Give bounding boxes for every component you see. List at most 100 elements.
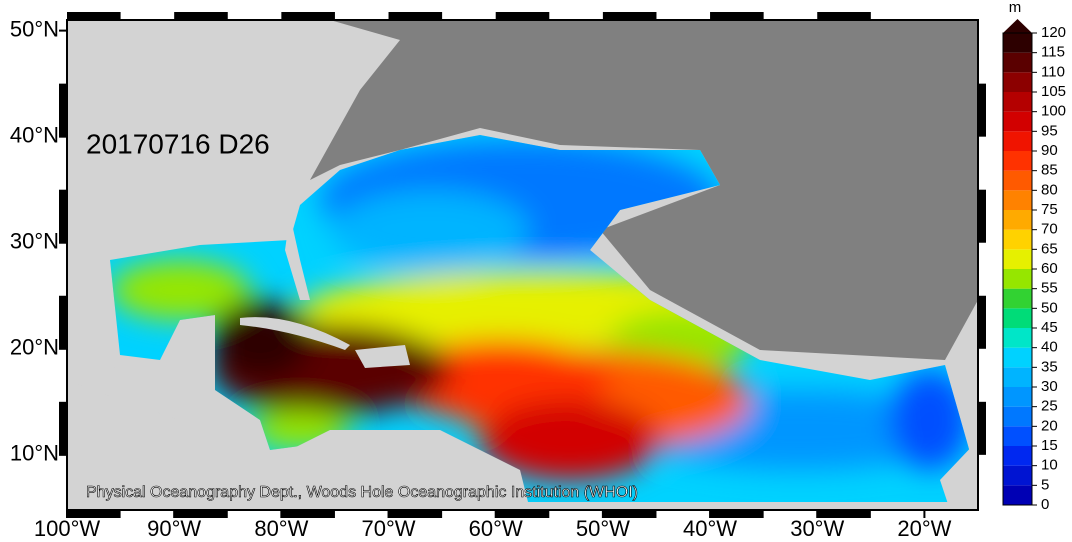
frame-block bbox=[388, 510, 443, 518]
frame-block bbox=[602, 510, 657, 518]
credit: Physical Oceanography Dept., Woods Hole … bbox=[86, 484, 638, 501]
frame-block bbox=[59, 401, 67, 455]
colorbar-segment bbox=[1003, 328, 1032, 348]
x-tick-label: 30°W bbox=[790, 516, 844, 541]
colorbar-tick-label: 30 bbox=[1041, 378, 1058, 395]
colorbar-arrow bbox=[1003, 19, 1032, 33]
colorbar-segment bbox=[1003, 485, 1032, 505]
colorbar-tick-label: 40 bbox=[1041, 339, 1058, 356]
map-area: 20170716 D26 Physical Oceanography Dept.… bbox=[67, 20, 978, 510]
colorbar-segment bbox=[1003, 229, 1032, 250]
colorbar-segment bbox=[1003, 190, 1032, 210]
cuba bbox=[240, 317, 350, 350]
colorbar-segment bbox=[1003, 465, 1032, 486]
colorbar-segment bbox=[1003, 446, 1032, 466]
colorbar-segment bbox=[1003, 210, 1032, 230]
x-tick-label: 90°W bbox=[147, 516, 201, 541]
frame-block bbox=[281, 12, 335, 20]
colorbar-segment bbox=[1003, 347, 1032, 368]
colorbar-tick-label: 85 bbox=[1041, 162, 1058, 179]
colorbar-segment bbox=[1003, 111, 1032, 132]
frame-block bbox=[710, 510, 764, 518]
colorbar-tick-label: 90 bbox=[1041, 142, 1058, 159]
colorbar-segment bbox=[1003, 308, 1032, 328]
colorbar-tick-label: 110 bbox=[1041, 63, 1065, 80]
colorbar-segment bbox=[1003, 249, 1032, 269]
date-label: 20170716 D26 bbox=[86, 128, 270, 159]
hispaniola bbox=[355, 345, 410, 368]
colorbar-tick-label: 60 bbox=[1041, 260, 1058, 277]
x-tick-label: 80°W bbox=[254, 516, 308, 541]
frame-block bbox=[978, 401, 986, 455]
frame-block bbox=[174, 12, 228, 20]
colorbar-segment bbox=[1003, 269, 1032, 289]
frame-block bbox=[59, 83, 67, 137]
colorbar-segment bbox=[1003, 72, 1032, 92]
colorbar-tick-label: 75 bbox=[1041, 201, 1058, 218]
colorbar-tick-label: 105 bbox=[1041, 83, 1066, 100]
colorbar-segment bbox=[1003, 406, 1032, 427]
y-tick-label: 10°N bbox=[10, 441, 59, 466]
colorbar-tick-label: 25 bbox=[1041, 398, 1058, 415]
frame-block bbox=[710, 12, 764, 20]
colorbar-tick-label: 15 bbox=[1041, 437, 1058, 454]
colorbar-tick-label: 70 bbox=[1041, 221, 1058, 238]
frame-block bbox=[388, 12, 443, 20]
colorbar-tick-label: 80 bbox=[1041, 181, 1058, 198]
frame-block bbox=[817, 510, 871, 518]
colorbar-segment bbox=[1003, 387, 1032, 407]
colorbar-segment bbox=[1003, 131, 1032, 151]
frame-block bbox=[978, 189, 986, 243]
florida bbox=[285, 215, 310, 300]
y-tick-label: 20°N bbox=[10, 335, 59, 360]
frame: 100°W 90°W 80°W 70°W 60°W 50°W 40°W 30°W 20°W 10°… bbox=[10, 12, 986, 541]
frame-block bbox=[978, 295, 986, 349]
colorbar-tick-label: 115 bbox=[1041, 44, 1065, 61]
africa bbox=[940, 440, 978, 510]
colorbar-tick-label: 50 bbox=[1041, 299, 1058, 316]
colorbar-segment bbox=[1003, 426, 1032, 446]
frame-block bbox=[281, 510, 335, 518]
colorbar-tick-label: 95 bbox=[1041, 122, 1058, 139]
colorbar-tick-label: 5 bbox=[1041, 476, 1049, 493]
x-tick-label: 50°W bbox=[576, 516, 630, 541]
frame-block bbox=[495, 510, 550, 518]
colorbar-segment bbox=[1003, 92, 1032, 112]
colorbar-segment bbox=[1003, 367, 1032, 387]
y-tick-label: 50°N bbox=[10, 16, 59, 41]
colorbar-unit: m bbox=[1009, 0, 1022, 16]
colorbar-segment bbox=[1003, 170, 1032, 191]
central-america bbox=[67, 360, 270, 470]
x-tick-label: 20°W bbox=[897, 516, 951, 541]
colorbar-segment bbox=[1003, 52, 1032, 73]
y-tick-label: 30°N bbox=[10, 229, 59, 254]
colorbar-tick-label: 120 bbox=[1041, 24, 1066, 41]
x-tick-label: 70°W bbox=[362, 516, 416, 541]
colorbar-tick-label: 35 bbox=[1041, 358, 1058, 375]
colorbar-tick-label: 45 bbox=[1041, 319, 1058, 336]
colorbar: m 0 5 10 15 20 25 30 35 40 45 50 55 60 65 70 75 80 85 90 95… bbox=[1002, 0, 1066, 513]
masked-ocean bbox=[310, 20, 978, 360]
frame-block bbox=[59, 189, 67, 243]
y-tick-label: 40°N bbox=[10, 122, 59, 147]
frame-block bbox=[67, 12, 121, 20]
colorbar-tick-label: 20 bbox=[1041, 417, 1058, 434]
colorbar-segment bbox=[1003, 288, 1032, 309]
frame-block bbox=[59, 295, 67, 349]
colorbar-tick-label: 55 bbox=[1041, 280, 1058, 297]
colorbar-tick-label: 65 bbox=[1041, 240, 1058, 257]
colorbar-tick-label: 10 bbox=[1041, 457, 1058, 474]
south-america bbox=[260, 430, 530, 510]
colorbar-segment bbox=[1003, 151, 1032, 171]
x-tick-label: 60°W bbox=[469, 516, 523, 541]
frame-block bbox=[602, 12, 657, 20]
frame-block bbox=[495, 12, 550, 20]
x-tick-label: 100°W bbox=[34, 516, 101, 541]
frame-block bbox=[817, 12, 871, 20]
x-tick-label: 40°W bbox=[683, 516, 737, 541]
colorbar-tick-label: 100 bbox=[1041, 103, 1066, 120]
frame-block bbox=[174, 510, 228, 518]
frame-block bbox=[67, 510, 121, 518]
colorbar-segment bbox=[1003, 33, 1032, 53]
